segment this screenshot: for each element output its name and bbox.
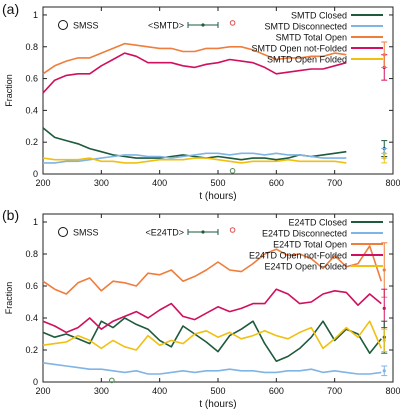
y-tick-label: 0.6	[25, 74, 38, 84]
legend-smss-label: SMSS	[73, 228, 99, 238]
legend-label: SMTD Total Open	[276, 33, 347, 43]
panel-a: (a) 200 300 400 500 600 700 800 0 0.2 0.4 0.6 0.8 1 t …	[2, 1, 400, 202]
legend-label: SMTD Disconnected	[264, 22, 347, 32]
x-axis-label: t (hours)	[199, 191, 236, 202]
y-tick-label: 0.2	[25, 137, 38, 147]
y-tick-label: 1	[33, 217, 38, 227]
x-tick-label: 600	[269, 178, 284, 188]
y-tick-label: 0.4	[25, 313, 38, 323]
legend-average-label: <SMTD>	[148, 21, 184, 31]
y-axis-label: Fraction	[4, 74, 14, 107]
smss-point	[109, 377, 115, 384]
series-line	[42, 288, 382, 334]
legend-label: E24TD Closed	[288, 218, 347, 228]
x-tick-label: 800	[385, 386, 400, 396]
x-tick-label: 400	[152, 386, 167, 396]
average-point	[382, 306, 386, 310]
y-tick-label: 0	[33, 377, 38, 387]
x-tick-label: 700	[327, 178, 342, 188]
smss-point	[229, 168, 236, 174]
legend-label: SMTD Open Folded	[267, 55, 347, 65]
legend-label: SMTD Open not-Folded	[251, 44, 347, 54]
x-tick-label: 500	[210, 386, 225, 396]
x-tick-label: 600	[269, 386, 284, 396]
x-tick-label: 200	[35, 386, 50, 396]
average-point	[382, 156, 386, 160]
panel-label: (a)	[2, 1, 19, 17]
y-axis-label: Fraction	[4, 282, 14, 315]
smss-point	[229, 20, 236, 26]
series-line	[42, 52, 347, 94]
x-tick-label: 700	[327, 386, 342, 396]
y-tick-label: 0.2	[25, 345, 38, 355]
legend-smss-marker	[58, 20, 68, 30]
average-point	[382, 268, 386, 272]
average-point	[382, 338, 386, 342]
x-tick-label: 300	[94, 386, 109, 396]
panel-label: (b)	[2, 207, 19, 223]
series-line	[42, 320, 383, 351]
series-line	[42, 157, 347, 164]
legend-label: SMTD Closed	[291, 11, 347, 21]
y-tick-label: 0.8	[25, 42, 38, 52]
average-point	[382, 369, 386, 373]
y-tick-label: 0	[33, 169, 38, 179]
legend-average-label: <E24TD>	[145, 228, 184, 238]
legend-smss-label: SMSS	[73, 21, 99, 31]
y-tick-label: 0.6	[25, 281, 38, 291]
series-line	[42, 317, 382, 363]
legend-label: E24TD Disconnected	[262, 229, 347, 239]
series-line	[42, 245, 383, 295]
legend-average-point	[201, 23, 205, 27]
x-tick-label: 300	[94, 178, 109, 188]
legend-label: E24TD Open not-Folded	[249, 251, 347, 261]
series-line	[42, 42, 347, 75]
y-tick-label: 0.8	[25, 249, 38, 259]
series-line	[42, 127, 347, 161]
y-tick-label: 1	[33, 10, 38, 20]
x-tick-label: 200	[35, 178, 50, 188]
average-point	[382, 53, 386, 57]
legend-label: E24TD Total Open	[273, 240, 347, 250]
panel-b: (b) 200 300 400 500 600 700 800 0 0.2 0.4 0.6 0.8 1 t …	[2, 207, 400, 409]
x-tick-label: 800	[385, 178, 400, 188]
smss-point	[229, 227, 236, 233]
legend-label: E24TD Open Folded	[264, 262, 347, 272]
legend-smss-marker	[58, 227, 68, 237]
x-axis-label: t (hours)	[199, 399, 236, 409]
y-tick-label: 0.4	[25, 105, 38, 115]
x-tick-label: 400	[152, 178, 167, 188]
series-line	[42, 362, 382, 375]
legend-average-point	[201, 230, 205, 234]
x-tick-label: 500	[210, 178, 225, 188]
